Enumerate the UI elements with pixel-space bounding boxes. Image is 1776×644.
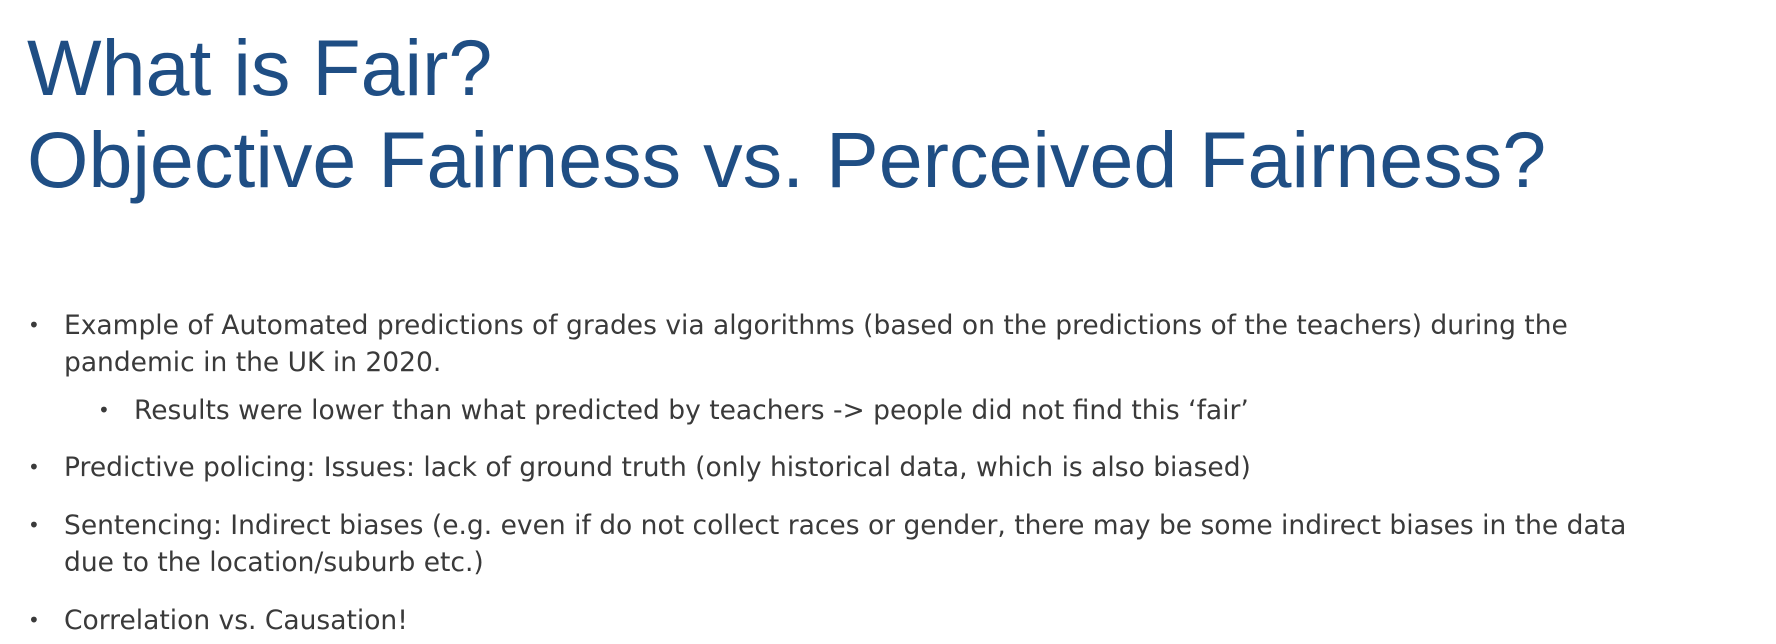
- slide-title-line-2: Objective Fairness vs. Perceived Fairnes…: [27, 115, 1547, 204]
- bullet-text-line-1: Correlation vs. Causation!: [64, 605, 408, 636]
- bullet-text-line-1: Example of Automated predictions of grad…: [64, 310, 1568, 341]
- bullet-text-line-2: pandemic in the UK in 2020.: [64, 347, 442, 378]
- bullet-marker: •: [98, 398, 110, 422]
- bullet-marker: •: [28, 313, 40, 337]
- bullet-marker: •: [28, 513, 40, 537]
- bullet-marker: •: [28, 455, 40, 479]
- slide-title: What is Fair? Objective Fairness vs. Per…: [27, 22, 1546, 206]
- bullet-text-line-1: Sentencing: Indirect biases (e.g. even i…: [64, 510, 1627, 541]
- slide-title-line-1: What is Fair?: [27, 23, 493, 112]
- bullet-text-line-1: Predictive policing: Issues: lack of gro…: [64, 452, 1251, 483]
- bullet-text-line-1: Results were lower than what predicted b…: [134, 395, 1249, 426]
- bullet-text-line-2: due to the location/suburb etc.): [64, 547, 484, 578]
- bullet-marker: •: [28, 608, 40, 632]
